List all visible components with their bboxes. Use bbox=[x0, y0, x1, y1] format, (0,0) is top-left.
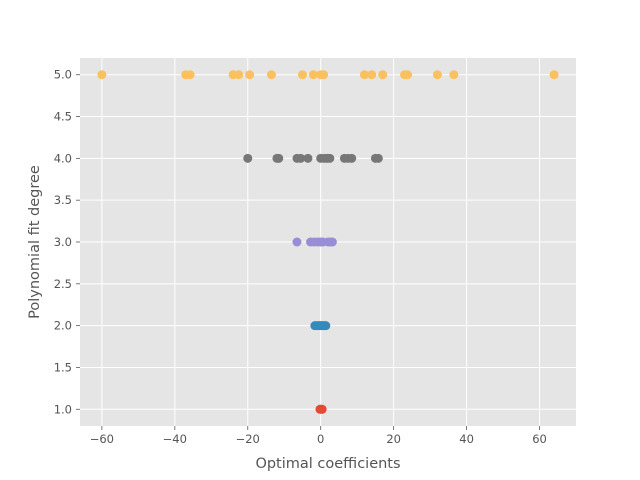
data-point bbox=[243, 153, 253, 163]
data-points bbox=[97, 70, 559, 414]
x-tick-label: 60 bbox=[532, 432, 547, 446]
x-tick-label: −40 bbox=[163, 432, 187, 446]
y-tick-label: 3.0 bbox=[54, 235, 72, 249]
data-point bbox=[325, 153, 335, 163]
y-tick-label: 2.5 bbox=[54, 277, 72, 291]
data-point bbox=[245, 70, 255, 80]
y-tick-label: 2.0 bbox=[54, 319, 72, 333]
data-point bbox=[292, 237, 302, 247]
data-point bbox=[327, 237, 337, 247]
x-tick-label: 0 bbox=[317, 432, 324, 446]
series-5 bbox=[97, 70, 559, 80]
y-tick-label: 5.0 bbox=[54, 68, 72, 82]
series-4 bbox=[243, 153, 383, 163]
series-1 bbox=[315, 404, 327, 414]
data-point bbox=[432, 70, 442, 80]
data-point bbox=[308, 70, 318, 80]
data-point bbox=[303, 153, 313, 163]
data-point bbox=[274, 153, 284, 163]
x-axis-label: Optimal coefficients bbox=[255, 456, 400, 472]
data-point bbox=[296, 153, 306, 163]
data-point bbox=[297, 70, 307, 80]
series-2 bbox=[310, 321, 331, 331]
data-point bbox=[373, 153, 383, 163]
y-tick-label: 4.5 bbox=[54, 110, 72, 124]
y-tick-label: 3.5 bbox=[54, 193, 72, 207]
y-tick-label: 4.0 bbox=[54, 151, 72, 165]
y-axis-ticks: 1.0 1.5 2.0 2.5 3.0 3.5 4.0 4.5 5.0 bbox=[54, 68, 80, 416]
data-point bbox=[319, 70, 329, 80]
data-point bbox=[234, 70, 244, 80]
series-3 bbox=[292, 237, 337, 247]
x-tick-label: 20 bbox=[386, 432, 401, 446]
y-tick-label: 1.5 bbox=[54, 360, 72, 374]
data-point bbox=[97, 70, 107, 80]
data-point bbox=[266, 70, 276, 80]
x-tick-label: −20 bbox=[236, 432, 260, 446]
y-axis-label: Polynomial fit degree bbox=[27, 165, 43, 319]
x-tick-label: −60 bbox=[90, 432, 114, 446]
data-point bbox=[549, 70, 559, 80]
data-point bbox=[185, 70, 195, 80]
data-point bbox=[367, 70, 377, 80]
x-tick-label: 40 bbox=[459, 432, 474, 446]
data-point bbox=[403, 70, 413, 80]
x-axis-ticks: −60 −40 −20 0 20 40 60 bbox=[90, 426, 547, 446]
data-point bbox=[378, 70, 388, 80]
data-point bbox=[347, 153, 357, 163]
data-point bbox=[359, 70, 369, 80]
data-point bbox=[321, 321, 331, 331]
y-tick-label: 1.0 bbox=[54, 402, 72, 416]
data-point bbox=[317, 404, 327, 414]
data-point bbox=[449, 70, 459, 80]
